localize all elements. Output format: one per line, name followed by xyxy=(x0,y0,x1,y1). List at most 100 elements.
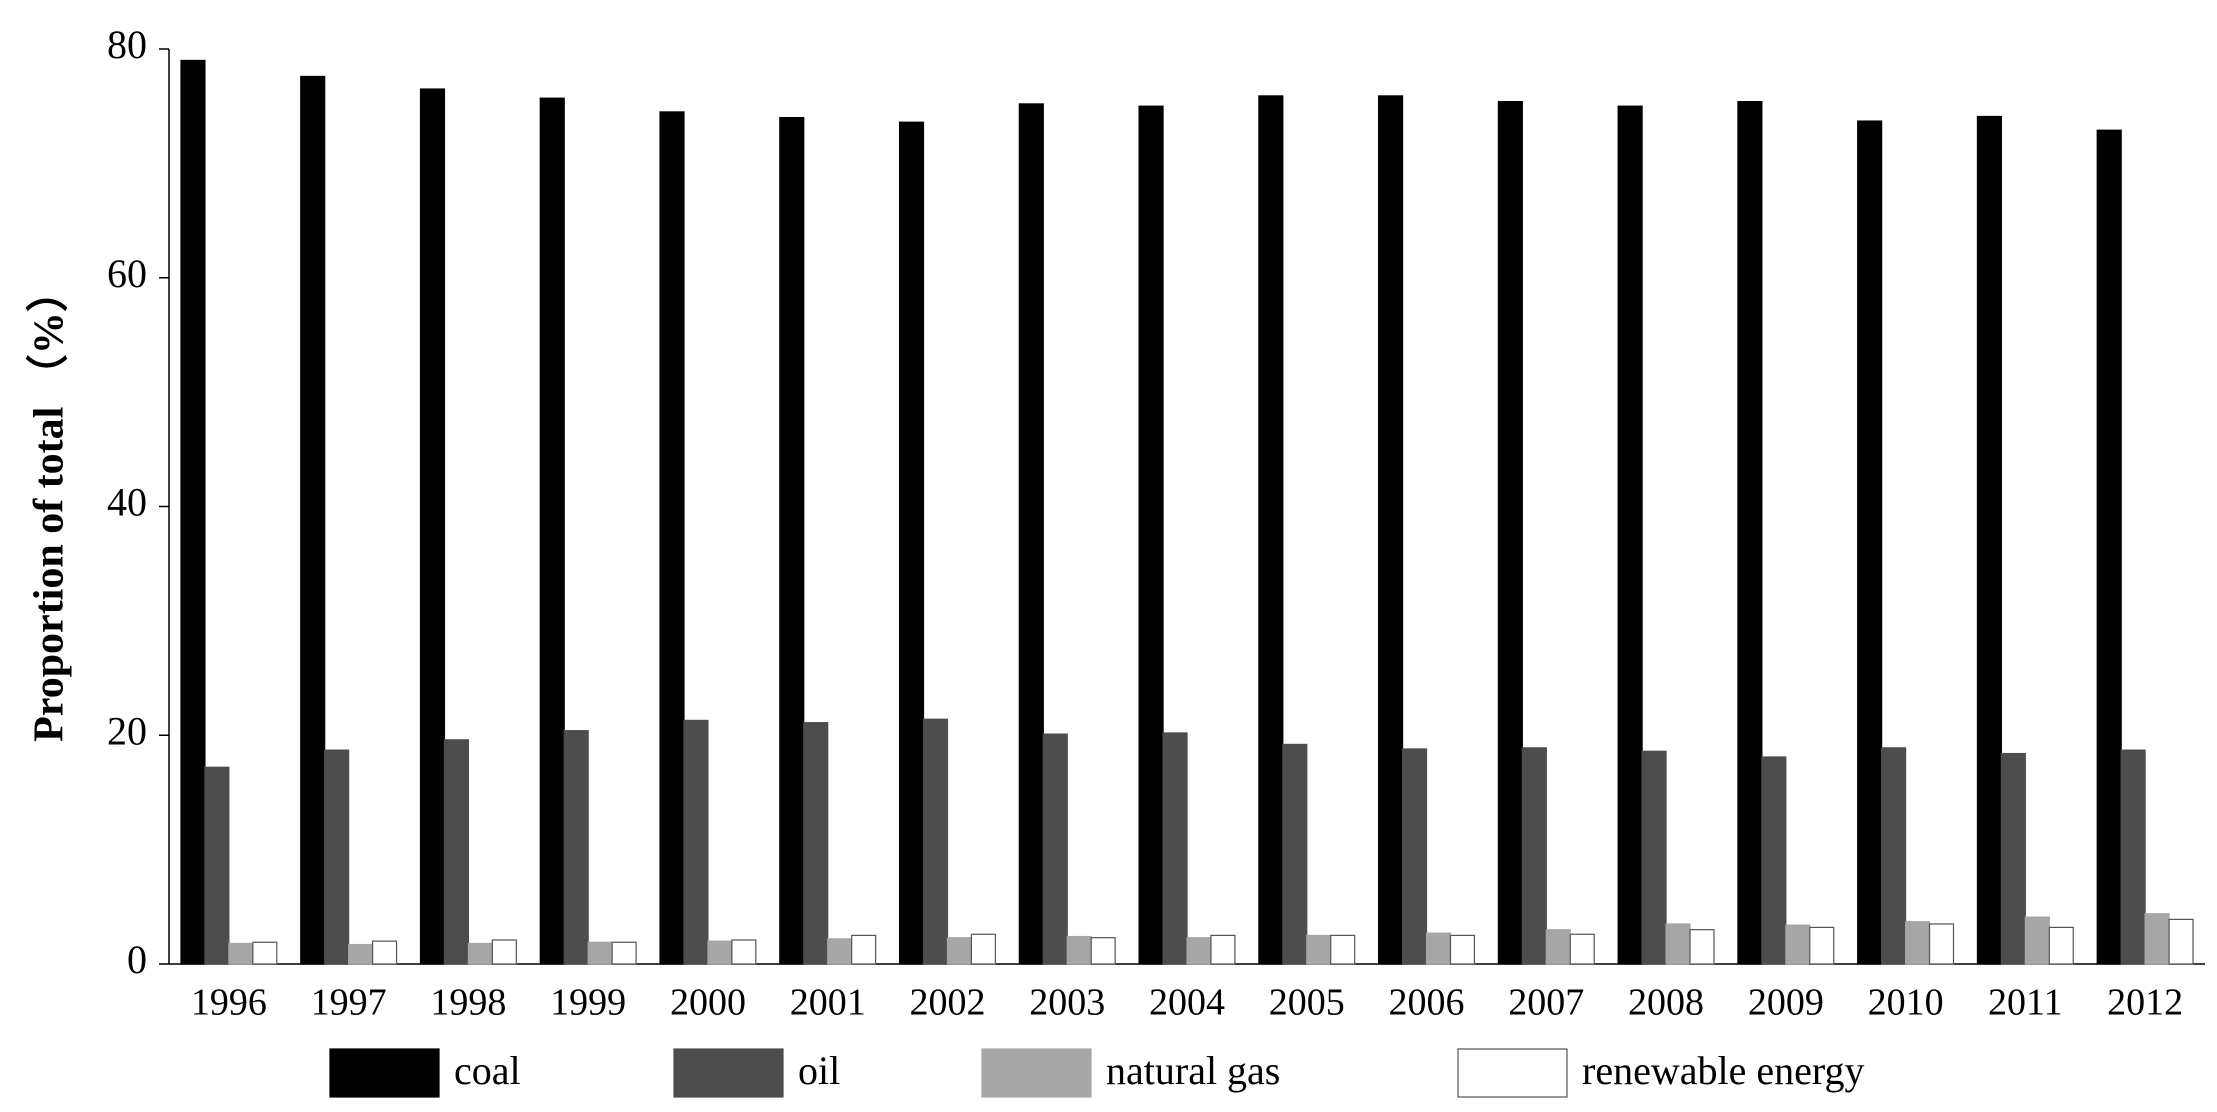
bar xyxy=(491,939,517,965)
bar xyxy=(1857,120,1883,965)
y-tick-label: 60 xyxy=(107,251,147,296)
bar xyxy=(1617,105,1643,965)
bar xyxy=(1018,103,1044,965)
bar xyxy=(1306,934,1332,965)
bar xyxy=(2024,916,2050,965)
bar xyxy=(563,730,589,965)
bar xyxy=(324,749,350,965)
x-tick-label: 2000 xyxy=(670,982,746,1024)
bar xyxy=(779,117,805,965)
bar xyxy=(1378,95,1404,965)
legend-swatch xyxy=(1457,1048,1568,1098)
x-tick-label: 2012 xyxy=(2107,982,2183,1024)
bar xyxy=(851,934,877,965)
bar xyxy=(1330,934,1356,965)
bar xyxy=(803,722,829,965)
bar xyxy=(2144,913,2170,965)
bar xyxy=(2096,129,2122,965)
bar xyxy=(1449,934,1476,965)
bar xyxy=(419,88,446,965)
bar xyxy=(1545,929,1571,965)
bar xyxy=(611,941,637,965)
bar xyxy=(180,59,206,965)
x-tick-label: 1998 xyxy=(430,982,506,1024)
legend-swatch xyxy=(981,1048,1092,1098)
y-tick-label: 40 xyxy=(107,480,147,525)
bar xyxy=(946,937,973,965)
bar xyxy=(300,75,326,965)
bar xyxy=(1928,923,1955,965)
bar xyxy=(970,933,996,965)
bar xyxy=(539,97,565,965)
bar xyxy=(228,942,254,965)
bar xyxy=(1210,934,1236,965)
x-tick-label: 2011 xyxy=(1988,982,2063,1024)
x-tick-label: 1996 xyxy=(191,982,267,1024)
bar xyxy=(683,719,709,965)
bar xyxy=(1976,115,2002,965)
bar xyxy=(1162,732,1188,965)
bar xyxy=(252,941,278,965)
y-tick-label: 80 xyxy=(107,22,147,67)
bar xyxy=(1066,935,1092,965)
x-tick-label: 2005 xyxy=(1269,982,1345,1024)
bar xyxy=(1258,95,1284,965)
bar xyxy=(1090,937,1116,965)
bar xyxy=(1521,747,1547,965)
bar xyxy=(1042,733,1068,965)
y-axis-title: Proportion of total （%） xyxy=(26,270,73,742)
bar xyxy=(1401,748,1428,965)
bar xyxy=(1497,101,1523,965)
bar xyxy=(659,111,685,965)
legend-label: natural gas xyxy=(1106,1048,1280,1093)
bar xyxy=(1282,743,1308,965)
bar xyxy=(1737,101,1763,965)
bar xyxy=(1689,929,1715,965)
x-tick-label: 2010 xyxy=(1868,982,1944,1024)
bar xyxy=(1569,933,1595,965)
bar xyxy=(348,943,374,965)
bar xyxy=(372,940,398,965)
legend-swatch xyxy=(329,1048,440,1098)
bar xyxy=(2048,926,2074,965)
bar xyxy=(1881,747,1907,965)
legend-label: renewable energy xyxy=(1582,1048,1864,1093)
bar xyxy=(707,940,733,965)
legend-label: coal xyxy=(454,1048,521,1093)
x-tick-label: 2004 xyxy=(1149,982,1225,1024)
bar xyxy=(1138,105,1164,965)
x-tick-label: 2006 xyxy=(1389,982,1465,1024)
bar xyxy=(467,942,493,965)
bar xyxy=(827,938,853,965)
legend-swatch xyxy=(673,1048,784,1098)
y-tick-label: 20 xyxy=(107,708,147,753)
bar xyxy=(922,718,949,965)
x-tick-label: 2007 xyxy=(1508,982,1584,1024)
bar xyxy=(2000,752,2026,965)
bar xyxy=(2120,749,2146,965)
x-tick-label: 2009 xyxy=(1748,982,1824,1024)
bar xyxy=(898,121,925,965)
x-tick-label: 2002 xyxy=(909,982,985,1024)
bar xyxy=(443,739,470,965)
y-tick-label: 0 xyxy=(127,937,147,982)
x-tick-label: 2001 xyxy=(790,982,866,1024)
bar xyxy=(587,941,613,965)
legend-label: oil xyxy=(798,1048,840,1093)
bar xyxy=(1785,924,1811,965)
bar xyxy=(1665,923,1691,965)
bar xyxy=(2168,918,2194,965)
bar xyxy=(1425,932,1452,965)
x-tick-label: 2003 xyxy=(1029,982,1105,1024)
bar xyxy=(1809,926,1835,965)
bar xyxy=(1186,937,1212,965)
bar xyxy=(1641,750,1667,965)
bar xyxy=(731,939,757,965)
x-tick-label: 1997 xyxy=(311,982,387,1024)
bar xyxy=(204,766,230,965)
x-tick-label: 2008 xyxy=(1628,982,1704,1024)
bar xyxy=(1904,921,1931,965)
bar xyxy=(1761,756,1787,965)
